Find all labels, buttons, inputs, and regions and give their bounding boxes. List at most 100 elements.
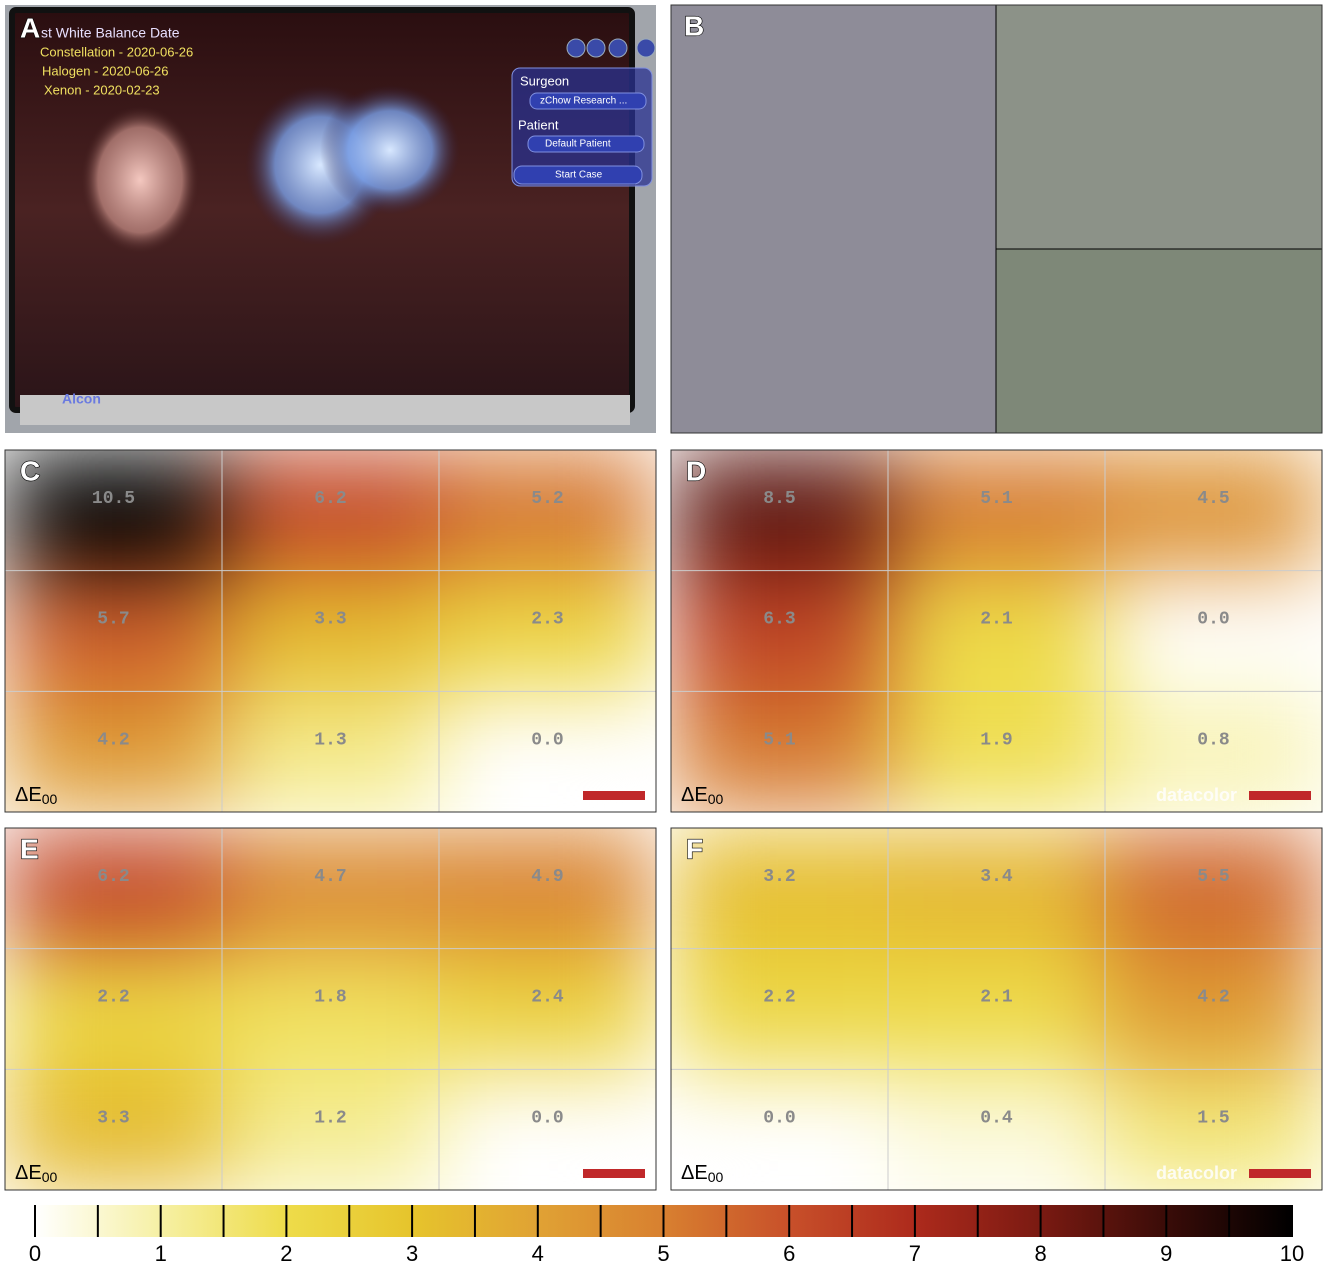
- photo-tile: [671, 5, 996, 433]
- start-label: Start Case: [555, 170, 603, 181]
- heatmap-cell: [671, 828, 889, 949]
- screen-line: Constellation - 2020-06-26: [40, 44, 193, 59]
- value-label: 0.0: [763, 1108, 795, 1128]
- screen-title: st White Balance Date: [41, 25, 180, 41]
- heatmap-cell: [888, 949, 1106, 1070]
- monitor-stand: [20, 395, 630, 425]
- screen-line: Halogen - 2020-06-26: [42, 63, 168, 78]
- value-label: 0.0: [1197, 610, 1229, 630]
- colorbar-tick-label: 4: [532, 1241, 544, 1266]
- colorbar-tick-label: 1: [155, 1241, 167, 1266]
- value-label: 6.3: [763, 610, 795, 630]
- value-label: 5.7: [97, 610, 129, 630]
- figure: A st White Balance Date Constellation - …: [0, 0, 1327, 1270]
- photo-tile: [996, 249, 1322, 433]
- colorbar-tick-label: 0: [29, 1241, 41, 1266]
- dropdown-value: Default Patient: [545, 139, 611, 150]
- value-label: 6.2: [97, 867, 129, 887]
- heatmap-cell: [439, 450, 657, 571]
- heatmap-panel: 10.56.25.25.73.32.34.21.30.0CΔE00: [5, 450, 657, 813]
- panel-a: A st White Balance Date Constellation - …: [5, 5, 656, 433]
- panel-label: B: [684, 10, 704, 41]
- icon-button: [567, 39, 585, 57]
- value-label: 3.2: [763, 867, 795, 887]
- value-label: 0.0: [531, 1108, 563, 1128]
- value-label: 2.4: [531, 988, 564, 1008]
- value-label: 3.3: [314, 610, 346, 630]
- colorbar-tick-label: 8: [1034, 1241, 1046, 1266]
- heatmap-cell: [888, 691, 1106, 812]
- panel-label: E: [20, 833, 39, 864]
- value-label: 4.9: [531, 867, 563, 887]
- colorbar-tick-label: 5: [657, 1241, 669, 1266]
- value-label: 2.3: [531, 610, 563, 630]
- value-label: 2.2: [97, 988, 129, 1008]
- value-label: 0.8: [1197, 730, 1229, 750]
- scale-bar: [1249, 1169, 1311, 1178]
- value-label: 0.0: [531, 730, 563, 750]
- panel-b: B: [671, 5, 1322, 433]
- menu-label: Patient: [518, 117, 559, 132]
- heatmap-cell: [5, 949, 223, 1070]
- heatmap-cell: [5, 571, 223, 692]
- value-label: 1.5: [1197, 1108, 1229, 1128]
- value-label: 2.2: [763, 988, 795, 1008]
- value-label: 1.9: [980, 730, 1012, 750]
- metric-symbol: ΔE: [15, 1162, 42, 1184]
- value-label: 1.3: [314, 730, 346, 750]
- value-label: 1.2: [314, 1108, 346, 1128]
- icon-button: [587, 39, 605, 57]
- dropdown-value: zChow Research ...: [540, 96, 627, 107]
- heatmap-cell: [1105, 949, 1323, 1070]
- value-label: 3.3: [97, 1108, 129, 1128]
- heatmap-cell: [439, 949, 657, 1070]
- colorbar-tick-label: 10: [1280, 1241, 1304, 1266]
- metric-symbol: ΔE: [15, 784, 42, 806]
- heatmap-panel: 6.2 4.7 4.9 2.2 1.8 2.4 3.3 1.2 0.0 E ΔE00: [5, 828, 657, 1191]
- scale-bar: [583, 1169, 645, 1178]
- value-label: 2.1: [980, 610, 1013, 630]
- icon-button: [609, 39, 627, 57]
- metric-subscript: 00: [708, 791, 724, 807]
- heatmap-cell: [222, 828, 440, 949]
- heatmap-cell: [888, 1069, 1106, 1190]
- colorbar-tick-label: 2: [280, 1241, 292, 1266]
- colorbar: 012345678910: [29, 1205, 1304, 1266]
- colorbar-tick-label: 3: [406, 1241, 418, 1266]
- heatmap-cell: [222, 1069, 440, 1190]
- heatmap-cell: [222, 949, 440, 1070]
- menu-label: Surgeon: [520, 73, 569, 88]
- heatmap-cell: [888, 828, 1106, 949]
- value-label: 3.4: [980, 867, 1013, 887]
- watermark: datacolor: [1156, 785, 1237, 805]
- heatmap-cell: [888, 450, 1106, 571]
- brand: Alcon: [62, 391, 101, 407]
- value-label: 4.7: [314, 867, 346, 887]
- light-spot: [80, 105, 200, 255]
- colorbar-tick-label: 7: [909, 1241, 921, 1266]
- screen-line: Xenon - 2020-02-23: [44, 82, 160, 97]
- metric-symbol: ΔE: [681, 1162, 708, 1184]
- value-label: 5.1: [980, 489, 1013, 509]
- watermark: datacolor: [1156, 1163, 1237, 1183]
- heatmap-cell: [222, 450, 440, 571]
- heatmaps: 10.56.25.25.73.32.34.21.30.0CΔE008.55.14…: [5, 450, 1323, 1191]
- heatmap-cell: [1105, 828, 1323, 949]
- metric-subscript: 00: [42, 791, 58, 807]
- value-label: 4.5: [1197, 489, 1229, 509]
- value-label: 1.8: [314, 988, 346, 1008]
- colorbar-tick-label: 6: [783, 1241, 795, 1266]
- value-label: 0.4: [980, 1108, 1013, 1128]
- value-label: 2.1: [980, 988, 1013, 1008]
- light-spot: [320, 85, 460, 215]
- scale-bar: [583, 791, 645, 800]
- heatmap-cell: [439, 828, 657, 949]
- value-label: 6.2: [314, 489, 346, 509]
- heatmap-cell: [1105, 571, 1323, 692]
- value-label: 4.2: [1197, 988, 1229, 1008]
- panel-label: C: [20, 455, 40, 486]
- metric-subscript: 00: [42, 1169, 58, 1185]
- value-label: 10.5: [92, 489, 135, 509]
- scale-bar: [1249, 791, 1311, 800]
- heatmap-panel: 3.23.45.52.22.14.20.00.41.5FΔE00datacolo…: [671, 828, 1323, 1191]
